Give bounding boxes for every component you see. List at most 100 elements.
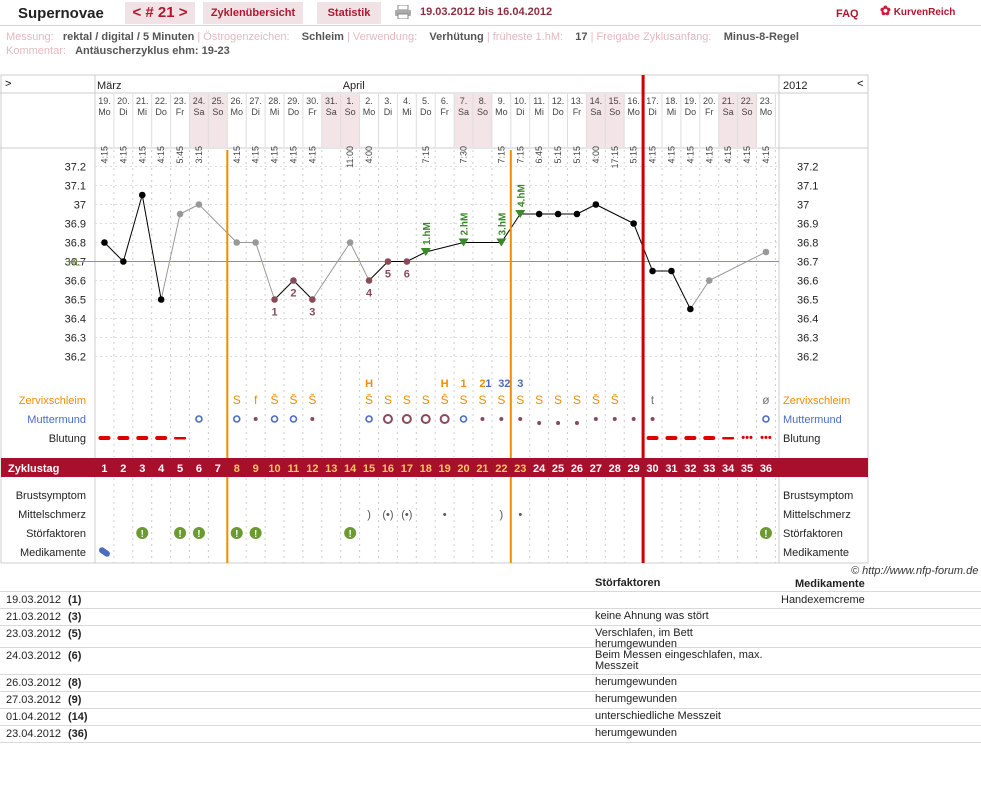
mittelschmerz-symbol: • xyxy=(443,509,447,521)
cell-stoer: unterschiedliche Messzeit xyxy=(595,710,721,722)
mittelschmerz-symbol: • xyxy=(518,509,522,521)
cervix-symbol: S xyxy=(497,393,505,407)
cervix-symbol: S̄ xyxy=(308,393,316,407)
stoerfaktor-icon xyxy=(249,527,262,539)
weekday-label: Sa xyxy=(590,107,601,117)
row-label-blood: Blutung xyxy=(49,433,86,445)
stoerfaktor-icon-glyph: ! xyxy=(178,529,181,540)
bleeding-mark xyxy=(665,436,678,440)
date-label: 4. xyxy=(403,96,411,106)
coverline-label: HL xyxy=(68,258,81,269)
weekday-label: Di xyxy=(251,107,260,117)
temp-point xyxy=(195,201,203,208)
muttermund-symbol xyxy=(480,417,485,421)
logo[interactable]: ✿ KurvenReich xyxy=(880,3,956,18)
temp-segment xyxy=(179,204,200,215)
temp-segment xyxy=(595,204,634,224)
ytick-left: 37.2 xyxy=(65,162,86,174)
time-label: 4:15 xyxy=(99,146,109,164)
muttermund-symbol xyxy=(650,417,655,421)
temp-point xyxy=(176,210,184,218)
weekday-label: So xyxy=(345,107,356,117)
cervix-symbol: S̄ xyxy=(592,393,600,407)
cervix-symbol: S xyxy=(403,393,411,407)
row-label-stoer: Störfaktoren xyxy=(783,528,843,540)
date-label: 26. xyxy=(230,96,243,106)
time-label: 7:15 xyxy=(421,146,431,164)
cell-stoer: herumgewunden xyxy=(595,727,677,739)
cycle-day-number: 5 xyxy=(177,463,183,475)
temp-point xyxy=(365,277,373,284)
muttermund-symbol xyxy=(518,417,523,421)
cervix-symbol: S̄ xyxy=(441,393,449,407)
cycle-day-number: 3 xyxy=(139,463,145,475)
stoerfaktor-icon xyxy=(192,527,205,539)
weekend-shade xyxy=(189,94,209,147)
temp-segment xyxy=(406,251,426,262)
date-label: 12. xyxy=(552,96,565,106)
date-label: 2. xyxy=(365,96,373,106)
weekday-label: Mi xyxy=(270,107,280,117)
bleeding-mark xyxy=(703,436,716,440)
weekday-label: Fr xyxy=(176,107,185,117)
cell-date: 27.03.2012 xyxy=(6,694,62,706)
weekday-label: Mi xyxy=(138,107,148,117)
weekday-label: Sa xyxy=(326,107,337,117)
date-label: 25. xyxy=(212,96,225,106)
cervix-peak-marker: H xyxy=(365,378,373,390)
meta-value: Schleim xyxy=(301,31,344,43)
cell-num: (1) xyxy=(68,594,82,606)
muttermund-symbol xyxy=(270,415,279,423)
time-label: 4:15 xyxy=(704,146,714,164)
muttermund-symbol xyxy=(232,415,241,423)
date-label: 29. xyxy=(287,96,300,106)
high-label: 4.hM xyxy=(516,184,527,207)
weekday-label: Mo xyxy=(760,107,773,117)
time-label: 4:15 xyxy=(648,146,658,164)
date-label: 1. xyxy=(346,96,354,106)
weekday-label: Mo xyxy=(627,107,640,117)
time-label: 5:15 xyxy=(629,146,639,164)
temp-point xyxy=(138,191,146,199)
cervix-symbol: S xyxy=(422,393,430,407)
muttermund-symbol xyxy=(195,415,203,423)
temp-point xyxy=(554,210,562,218)
month-label: März xyxy=(97,80,121,92)
cervix-peak-marker: 2 xyxy=(504,378,510,390)
cycle-day-number: 16 xyxy=(382,463,394,475)
temp-point xyxy=(120,258,127,265)
stoerfaktor-icon xyxy=(174,527,187,539)
row-label-blood: Blutung xyxy=(783,433,820,445)
table-row: 23.03.2012 (5) Verschlafen, im Bett herumg… xyxy=(0,626,981,650)
cervix-symbol: S̄ xyxy=(289,393,297,407)
weekday-label: Do xyxy=(288,107,300,117)
cycle-day-number: 22 xyxy=(495,463,507,475)
tab-statistics[interactable]: Statistik xyxy=(317,2,381,24)
date-label: 7. xyxy=(460,96,468,106)
cycle-day-number: 36 xyxy=(760,463,772,475)
bleeding-mark: ••• xyxy=(741,432,753,444)
muttermund-symbol xyxy=(459,415,468,423)
date-label: 3. xyxy=(384,96,392,106)
tab-cycle-overview[interactable]: Zyklenübersicht xyxy=(203,2,303,24)
notes-table: Störfaktoren Medikamente 19.03.2012 (1) Ha… xyxy=(0,576,981,743)
faq-link[interactable]: FAQ xyxy=(836,8,859,20)
weekday-label: Mi xyxy=(667,107,677,117)
cervix-peak-marker: 3 xyxy=(498,378,504,390)
mittelschmerz-symbol: (•) xyxy=(382,509,393,521)
muttermund-symbol xyxy=(253,417,258,421)
print-icon[interactable] xyxy=(395,5,411,19)
header-medi: Medikamente xyxy=(795,578,865,590)
date-range: 19.03.2012 bis 16.04.2012 xyxy=(420,6,553,18)
year-label: 2012 xyxy=(783,80,807,92)
cycle-nav[interactable]: < # 21 > xyxy=(125,2,195,24)
date-label: 5. xyxy=(422,96,430,106)
meta-key: Verwendung: xyxy=(352,31,418,43)
weekend-shade xyxy=(340,94,360,147)
cycle-day-number: 6 xyxy=(196,463,202,475)
temp-point xyxy=(573,210,581,218)
cell-date: 19.03.2012 xyxy=(6,594,62,606)
cell-num: (5) xyxy=(68,628,82,640)
lower-label: 6 xyxy=(404,269,410,281)
date-label: 28. xyxy=(268,96,281,106)
